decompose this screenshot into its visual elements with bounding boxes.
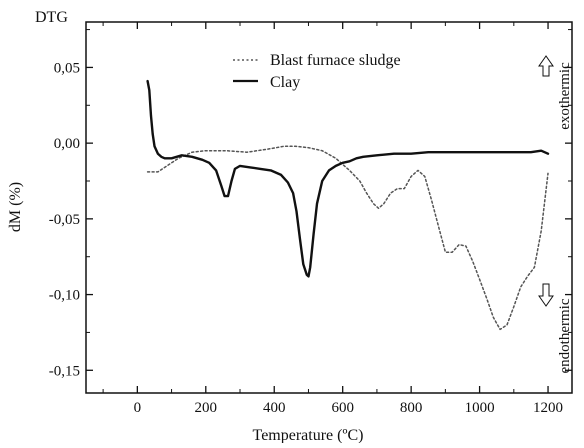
x-tick-label: 400 <box>263 400 286 416</box>
y-axis-label: dM (%) <box>7 182 24 232</box>
ticks-layer: 0 200 400 600 800 1000 1200 0,05 0,00 -0,05 -0,10 -… <box>49 22 572 416</box>
plot-frame <box>85 21 573 394</box>
y-tick-label: -0,15 <box>49 363 80 379</box>
down-arrow-icon <box>538 283 554 307</box>
y-tick-label: -0,10 <box>49 288 80 304</box>
y-tick-label: 0,00 <box>54 136 80 152</box>
endothermic-annotation: endothermic <box>538 283 573 373</box>
up-arrow-icon <box>538 55 554 77</box>
x-tick-label: 0 <box>134 400 142 416</box>
endothermic-label: endothermic <box>557 298 573 373</box>
corner-label: DTG <box>35 9 68 26</box>
series-line-blast-furnace-sludge <box>146 145 549 331</box>
x-tick-label: 200 <box>195 400 218 416</box>
exothermic-annotation: exothermic <box>538 55 573 130</box>
x-tick-label: 600 <box>331 400 354 416</box>
x-tick-label: 1000 <box>465 400 495 416</box>
legend-label-clay: Clay <box>270 74 300 91</box>
legend-label-blast-furnace-sludge: Blast furnace sludge <box>270 52 401 69</box>
x-axis-label: Temperature (ºC) <box>253 427 364 443</box>
series-layer <box>146 79 550 331</box>
x-tick-label: 1200 <box>533 400 563 416</box>
legend: Blast furnace sludge Clay <box>233 52 401 91</box>
exothermic-label: exothermic <box>557 62 573 130</box>
x-tick-label: 800 <box>400 400 423 416</box>
y-tick-label: 0,05 <box>54 60 80 76</box>
series-line-clay <box>146 79 550 278</box>
y-tick-label: -0,05 <box>49 212 80 228</box>
